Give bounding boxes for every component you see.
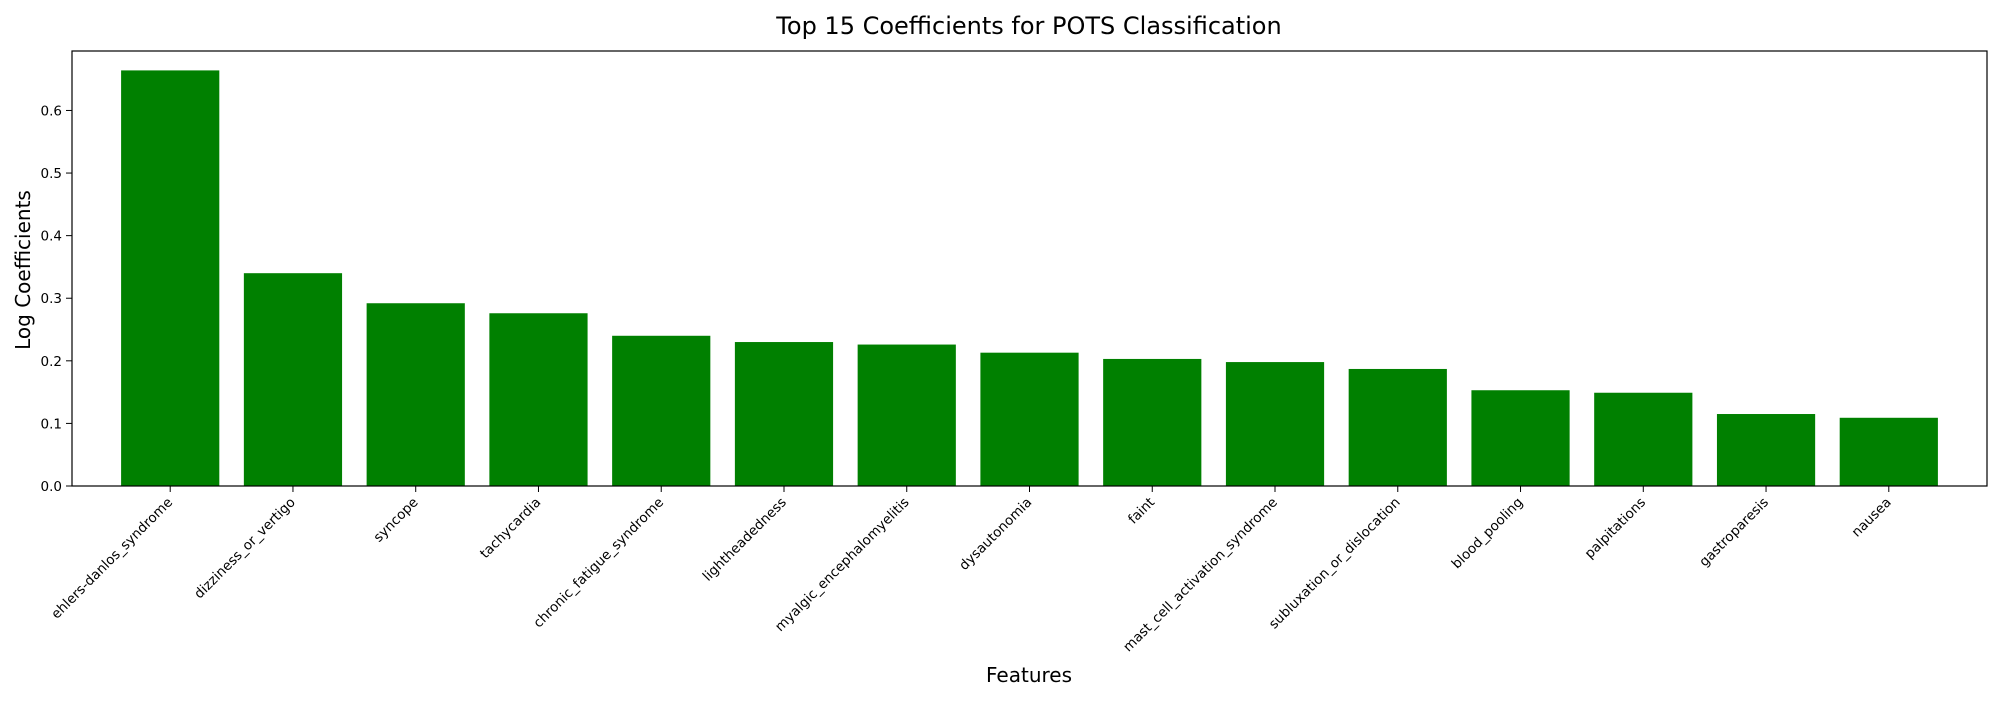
bar-myalgic_encephalomyelitis [857, 344, 956, 486]
x-tick-label: chronic_fatigue_syndrome [530, 495, 667, 632]
x-tick-label: syncope [371, 495, 422, 546]
y-tick-label: 0.0 [41, 479, 62, 495]
x-tick-label: gastroparesis [1696, 495, 1772, 571]
y-tick-label: 0.2 [41, 354, 62, 370]
bars-layer [121, 70, 1938, 487]
x-axis-label: Features [986, 663, 1072, 687]
x-tick-label: lightheadedness [700, 495, 790, 585]
bar-nausea [1839, 417, 1938, 486]
y-tick-label: 0.6 [41, 103, 62, 119]
y-tick-label: 0.4 [41, 229, 62, 245]
bar-ehlers-danlos_syndrome [121, 70, 220, 487]
x-axis: ehlers-danlos_syndrome dizziness_or_verti… [48, 486, 1895, 655]
bar-lightheadedness [734, 342, 834, 486]
bar-gastroparesis [1716, 414, 1816, 486]
bar-tachycardia [489, 313, 588, 486]
y-axis: 0.0 0.1 0.2 0.3 0.4 0.5 0.6 [41, 103, 72, 495]
x-tick-label: dysautonomia [956, 495, 1035, 574]
chart-title: Top 15 Coefficients for POTS Classificat… [775, 12, 1281, 40]
bar-palpitations [1594, 392, 1693, 486]
y-tick-label: 0.5 [41, 166, 62, 182]
bar-chronic_fatigue_syndrome [612, 335, 711, 486]
plot-frame [71, 50, 1988, 487]
bar-syncope [366, 303, 465, 486]
x-tick-label: myalgic_encephalomyelitis [772, 495, 912, 635]
y-tick-label: 0.3 [41, 291, 62, 307]
x-tick-label: subluxation_or_dislocation [1266, 495, 1404, 633]
x-tick-label: dizziness_or_vertigo [191, 495, 299, 603]
x-tick-label: faint [1125, 495, 1158, 528]
x-tick-label: ehlers-danlos_syndrome [48, 495, 176, 623]
x-tick-label: tachycardia [477, 495, 544, 562]
bar-subluxation_or_dislocation [1348, 368, 1447, 486]
bar-faint [1103, 358, 1202, 486]
bar-dizziness_or_vertigo [243, 273, 343, 486]
bar-blood_pooling [1471, 390, 1570, 486]
y-tick-label: 0.1 [41, 416, 62, 432]
x-tick-label: palpitations [1582, 495, 1649, 562]
y-axis-label: Log Coefficients [11, 190, 35, 350]
bar-mast_cell_activation_syndrome [1225, 362, 1325, 486]
bar-dysautonomia [980, 352, 1079, 486]
x-tick-label: blood_pooling [1449, 495, 1527, 573]
x-tick-label: nausea [1849, 495, 1895, 541]
